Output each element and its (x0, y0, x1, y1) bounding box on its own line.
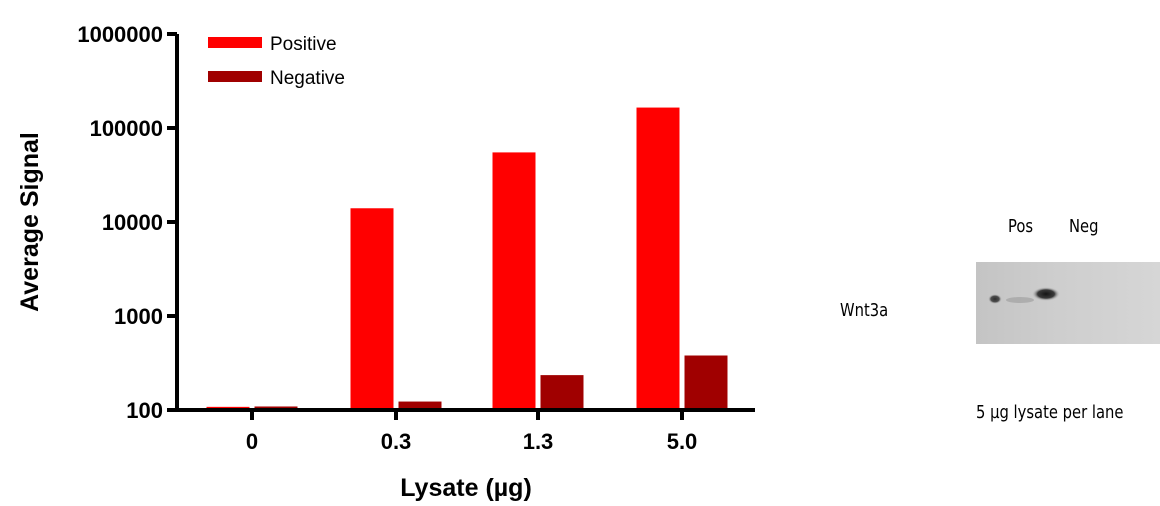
y-tick-label: 100000 (90, 116, 163, 141)
lane-label-pos: Pos (1008, 216, 1034, 237)
bar-negative-1 (398, 401, 442, 410)
y-axis-ticks: 100 1000 10000 100000 1000000 (77, 22, 177, 423)
lane-label-neg: Neg (1069, 216, 1099, 237)
bar-positive-2 (492, 152, 536, 410)
y-tick-label: 10000 (102, 210, 163, 235)
legend-swatch-negative (208, 71, 262, 82)
x-tick-label: 5.0 (667, 429, 698, 454)
bar-positive-3 (636, 107, 680, 410)
x-axis-ticks: 0 0.3 1.3 5.0 (246, 410, 697, 454)
bar-chart: 100 1000 10000 100000 1000000 0 0.3 1.3 5.0 Ave… (16, 22, 755, 502)
y-axis-label: Average Signal (16, 132, 44, 312)
x-tick-label: 1.3 (523, 429, 554, 454)
legend-label-positive: Positive (270, 34, 337, 55)
bar-positive-1 (350, 208, 394, 410)
blot-caption: 5 µg lysate per lane (976, 402, 1124, 423)
x-tick-label: 0.3 (381, 429, 412, 454)
legend-swatch-positive (208, 37, 262, 48)
y-tick-label: 1000000 (77, 22, 163, 47)
protein-label: Wnt3a (840, 300, 889, 321)
y-tick-label: 100 (126, 398, 163, 423)
bar-negative-3 (684, 355, 728, 410)
bar-negative-2 (540, 375, 584, 410)
y-tick-label: 1000 (114, 304, 163, 329)
x-tick-label: 0 (246, 429, 258, 454)
legend: Positive Negative (208, 34, 345, 89)
western-blot-image (976, 262, 1160, 344)
bars (206, 107, 728, 410)
x-axis-label: Lysate (µg) (400, 474, 532, 502)
legend-label-negative: Negative (270, 68, 345, 89)
